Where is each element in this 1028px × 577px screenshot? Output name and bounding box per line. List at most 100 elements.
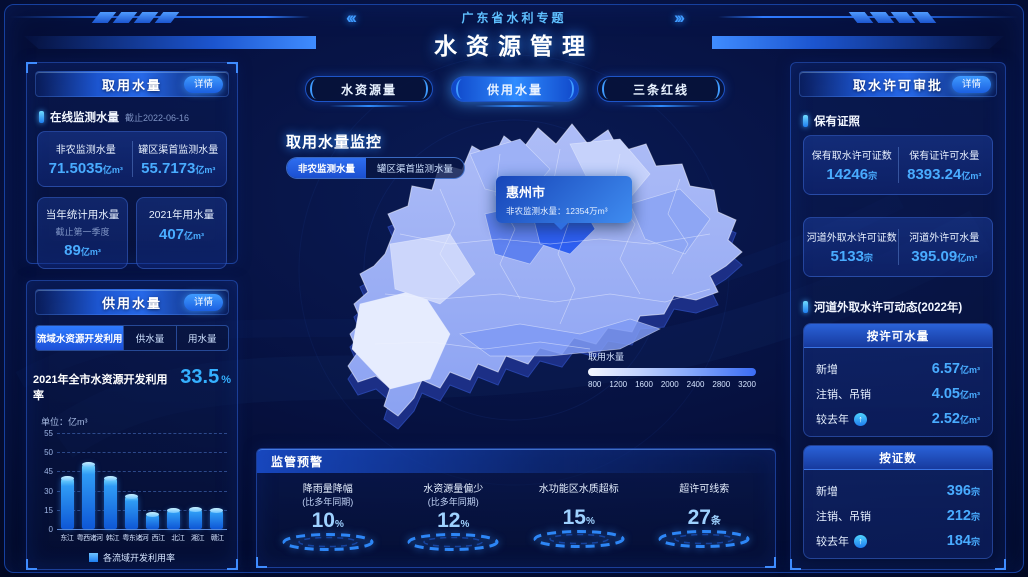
chart-ytick: 15 — [44, 505, 53, 515]
year-stat-cards: 当年统计用水量 截止第一季度 89亿m³ 2021年用水量 407亿m³ — [37, 197, 227, 269]
row-label: 较去年 ↑ — [816, 533, 867, 549]
row-value: 184宗 — [946, 533, 980, 549]
row-value: 212宗 — [946, 508, 980, 524]
chart-xlabel: 粤西诸河 — [76, 535, 104, 542]
header: ‹‹‹ 广东省水利专题 ››› 水资源管理 — [284, 2, 744, 61]
intake-detail-button[interactable]: 详情 — [183, 76, 223, 93]
bar-赣江[interactable] — [209, 507, 223, 529]
glow-pedestal-icon — [282, 533, 374, 552]
glow-pedestal-icon — [533, 530, 625, 549]
warning-sublabel: (比多年同期) — [427, 497, 479, 507]
license-label: 河道外取水许可证数 — [806, 233, 897, 244]
chart-ytick: 55 — [44, 429, 53, 438]
online-monitor-section: 在线监测水量 截止2022-06-16 — [39, 109, 225, 125]
warning-value: 15% — [562, 506, 595, 529]
warning-sublabel: (比多年同期) — [302, 497, 354, 507]
map-legend-label: 取用水量 — [588, 352, 625, 362]
license-section: 保有证照 — [803, 113, 993, 129]
panel-title: 取用水量 — [101, 77, 162, 93]
dynamic-row: 注销、吊销 4.05亿m³ — [816, 386, 980, 402]
year-stat-card: 当年统计用水量 截止第一季度 89亿m³ — [37, 197, 128, 269]
row-label: 较去年 ↑ — [816, 411, 867, 427]
chart-ytick: 50 — [44, 448, 53, 458]
map-legend-tick: 2800 — [712, 380, 731, 389]
row-label: 新增 — [816, 486, 838, 498]
bar-西江[interactable] — [146, 511, 160, 529]
map-metric-tab[interactable]: 非农监测水量 — [287, 158, 367, 178]
tooltip-value: 非农监测水量：12354万m³ — [506, 206, 608, 216]
chart-xlabel: 东江 — [60, 535, 74, 542]
bar-粤东诸河[interactable] — [124, 493, 138, 529]
map-metric-tabs: 非农监测水量 罐区渠首监测水量 — [286, 157, 466, 179]
header-slashes-right — [848, 12, 937, 23]
section-bar-icon — [803, 115, 808, 127]
supply-tab[interactable]: 流域水资源开发利用 — [36, 326, 124, 350]
chart-xlabel: 湘江 — [191, 535, 205, 542]
warning-item: 降雨量降幅 (比多年同期) 10% — [265, 480, 391, 557]
header-subtitle: 广东省水利专题 — [461, 11, 567, 25]
section-title: 在线监测水量 — [50, 112, 119, 124]
warning-label: 降雨量降幅 — [302, 484, 353, 495]
warning-value: 10% — [311, 509, 344, 532]
panel-permit-header: 取水许可审批 详情 — [799, 71, 997, 97]
center-tab[interactable]: 三条红线 — [597, 76, 725, 107]
dynamic-card: 按证数 新增 396宗 注销、吊销 212宗 较去年 ↑ 184宗 — [803, 445, 993, 559]
license-value: 14246宗 — [826, 166, 878, 183]
warning-item: 超许可线索 27条 — [642, 480, 768, 557]
chart-xlabel: 西江 — [151, 535, 165, 542]
chart-gridline — [57, 452, 227, 454]
map-metric-tab[interactable]: 罐区渠首监测水量 — [377, 164, 454, 175]
row-label: 新增 — [816, 364, 838, 376]
dynamic-row: 注销、吊销 212宗 — [816, 508, 980, 524]
row-value: 2.52亿m³ — [931, 411, 980, 427]
year-stat-card: 2021年用水量 407亿m³ — [136, 197, 227, 269]
map-tooltip[interactable]: 惠州市 非农监测水量：12354万m³ — [496, 176, 632, 230]
panel-supply-use: 供用水量 详情 流域水资源开发利用 供水量 用水量 2021年全市水资源开发利用率 … — [26, 280, 238, 570]
warning-sublabel — [642, 495, 768, 505]
chart-gridline — [57, 471, 227, 473]
bar-北江[interactable] — [167, 507, 181, 529]
stat-value: 89亿m³ — [64, 242, 101, 259]
stat-label: 当年统计用水量 — [45, 209, 120, 221]
license-value: 8393.24亿m³ — [907, 166, 982, 183]
bar-粤西诸河[interactable] — [82, 461, 96, 529]
license-duo-card: 河道外取水许可证数 5133宗 河道外许可水量 395.09亿m³ — [803, 217, 993, 277]
tooltip-city: 惠州市 — [506, 185, 546, 200]
supply-tab[interactable]: 供水量 — [123, 326, 175, 350]
dynamic-row: 较去年 ↑ 2.52亿m³ — [816, 411, 980, 427]
warning-sublabel — [516, 495, 642, 505]
bar-湘江[interactable] — [188, 506, 202, 529]
panel-title: 取水许可审批 — [852, 77, 943, 93]
license-value: 395.09亿m³ — [911, 248, 978, 265]
chart-ytick: 0 — [48, 525, 53, 534]
map-legend-ticks: 800 1200 1600 2000 2400 2800 3200 — [588, 380, 756, 389]
bar-东江[interactable] — [61, 475, 75, 529]
chart-xlabel: 韩江 — [106, 535, 119, 542]
warning-item: 水资源量偏少 (比多年同期) 12% — [391, 480, 517, 557]
center-tab[interactable]: 供用水量 — [451, 76, 579, 107]
row-label: 注销、吊销 — [816, 511, 871, 523]
panel-supervision-warning: 监管预警 降雨量降幅 (比多年同期) 10% 水资源量偏少 (比多年同期) 12… — [256, 448, 776, 568]
map-region[interactable] — [389, 233, 476, 305]
up-arrow-icon: ↑ — [854, 412, 867, 426]
map-region[interactable] — [459, 318, 661, 357]
section-bar-icon — [803, 301, 808, 313]
map-legend-tick: 3200 — [738, 380, 756, 389]
glow-pedestal-icon — [407, 533, 499, 552]
center-tab[interactable]: 水资源量 — [305, 76, 433, 107]
warning-panel-title: 监管预警 — [271, 455, 324, 469]
supply-tab[interactable]: 用水量 — [175, 326, 228, 350]
bar-韩江[interactable] — [103, 475, 117, 529]
license-cards: 保有取水许可证数 14246宗 保有证许可水量 8393.24亿m³ 河道外取水… — [791, 135, 1005, 277]
utilization-headline: 2021年全市水资源开发利用率 33.5 % — [33, 366, 231, 402]
dynamic-row: 新增 6.57亿m³ — [816, 361, 980, 377]
chart-xlabel: 粤东诸河 — [122, 535, 149, 542]
warning-label: 水功能区水质超标 — [538, 484, 619, 495]
permit-detail-button[interactable]: 详情 — [951, 76, 991, 93]
supply-detail-button[interactable]: 详情 — [183, 294, 223, 311]
map-legend-tick: 1600 — [635, 380, 653, 389]
license-label: 河道外许可水量 — [909, 233, 980, 244]
map-region[interactable] — [629, 188, 711, 255]
panel-water-permit: 取水许可审批 详情 保有证照 保有取水许可证数 14246宗 保有证许可水量 8… — [790, 62, 1006, 570]
